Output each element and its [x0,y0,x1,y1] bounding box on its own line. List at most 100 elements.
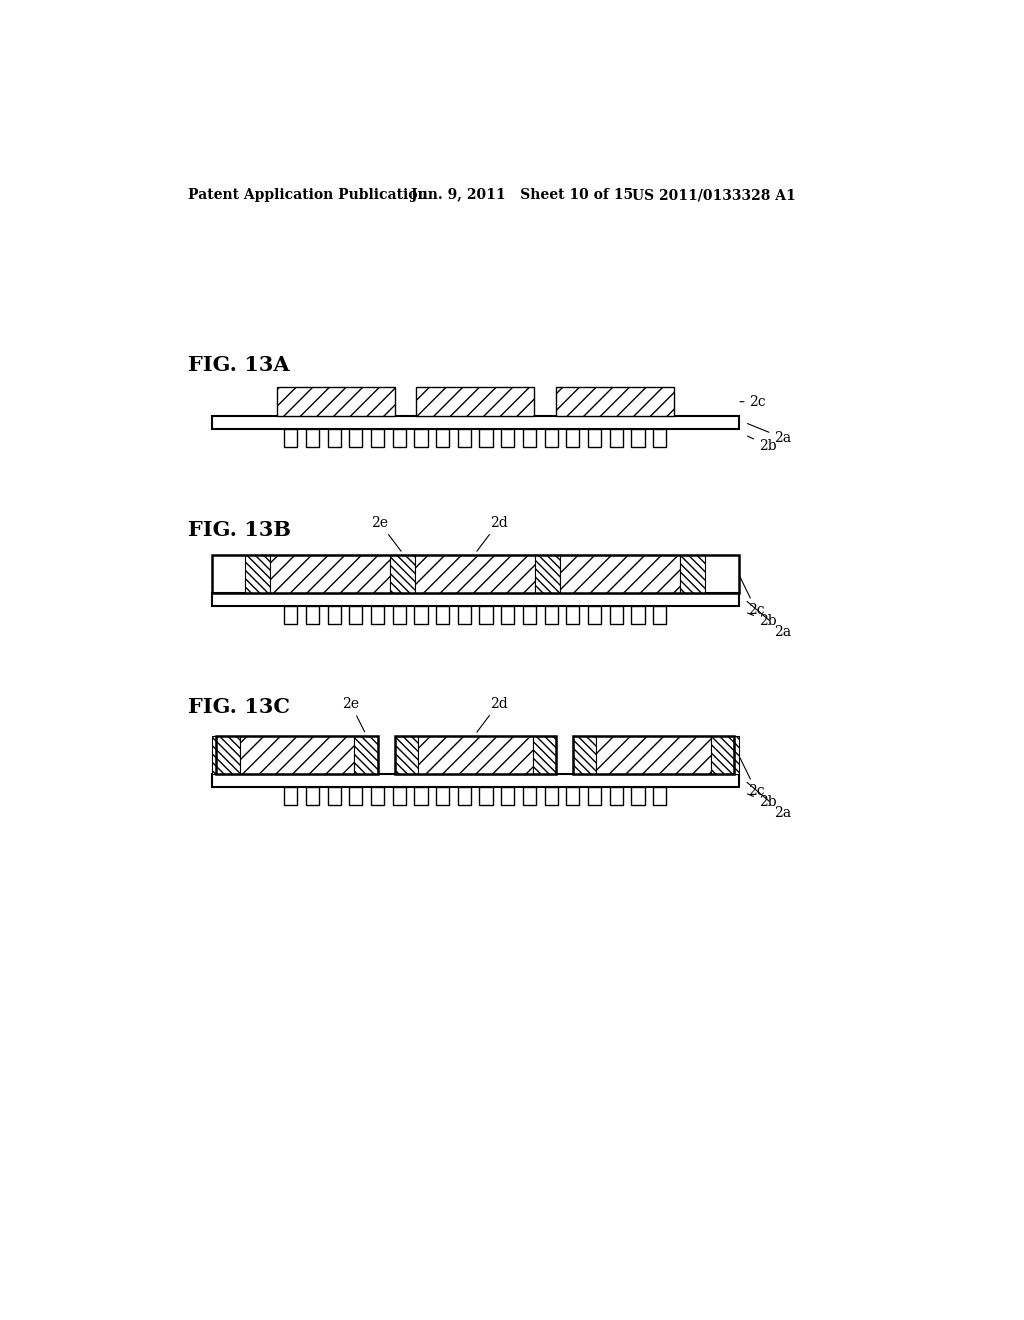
Bar [212,775,738,787]
Bar [306,606,319,624]
Bar [415,787,428,805]
Bar [285,787,297,805]
Bar [556,387,674,416]
Bar [501,429,514,447]
Bar [392,787,406,805]
Text: 2c: 2c [740,395,766,409]
Bar [354,737,378,775]
Bar [588,606,601,624]
Bar [609,429,623,447]
Bar [349,429,362,447]
Bar [734,737,738,775]
Bar [394,737,418,775]
Bar [349,787,362,805]
Bar [479,787,493,805]
Bar [415,429,428,447]
Bar [328,606,341,624]
Bar [545,429,558,447]
Bar [371,606,384,624]
Bar [306,787,319,805]
Text: 2e: 2e [342,697,365,731]
Bar [415,554,536,594]
Bar [328,429,341,447]
Bar [572,737,596,775]
Bar [458,787,471,805]
Text: FIG. 13A: FIG. 13A [188,355,290,375]
Bar [392,606,406,624]
Bar [216,737,378,775]
Bar [680,554,705,594]
Bar [436,606,450,624]
Bar [212,554,738,594]
Text: 2a: 2a [748,424,792,445]
Bar [212,737,216,775]
Bar [349,606,362,624]
Bar [523,606,536,624]
Bar [588,429,601,447]
Text: US 2011/0133328 A1: US 2011/0133328 A1 [632,189,796,202]
Bar [394,737,556,775]
Bar [436,787,450,805]
Bar [572,737,734,775]
Bar [545,787,558,805]
Text: FIG. 13B: FIG. 13B [188,520,292,540]
Bar [371,787,384,805]
Bar [212,416,738,429]
Bar [418,737,532,775]
Bar [240,737,354,775]
Bar [523,429,536,447]
Bar [588,787,601,805]
Text: 2c: 2c [740,577,765,618]
Text: 2b: 2b [748,612,776,628]
Text: 2b: 2b [748,793,776,809]
Bar [436,429,450,447]
Bar [479,429,493,447]
Bar [285,429,297,447]
Bar [632,606,644,624]
Bar [560,554,680,594]
Bar [417,387,535,416]
Text: 2b: 2b [748,436,776,453]
Text: FIG. 13C: FIG. 13C [188,697,291,717]
Bar [596,737,711,775]
Bar [711,737,734,775]
Text: Jun. 9, 2011   Sheet 10 of 15: Jun. 9, 2011 Sheet 10 of 15 [411,189,633,202]
Bar [501,787,514,805]
Text: 2a: 2a [748,602,792,639]
Bar [479,606,493,624]
Bar [390,554,415,594]
Bar [653,606,667,624]
Bar [392,429,406,447]
Bar [458,606,471,624]
Bar [501,606,514,624]
Bar [306,429,319,447]
Bar [609,606,623,624]
Bar [270,554,390,594]
Bar [566,606,580,624]
Bar [415,606,428,624]
Bar [458,429,471,447]
Bar [276,387,394,416]
Bar [216,737,240,775]
Bar [566,787,580,805]
Text: 2d: 2d [477,516,507,552]
Bar [536,554,560,594]
Bar [532,737,556,775]
Bar [545,606,558,624]
Bar [566,429,580,447]
Bar [523,787,536,805]
Bar [212,594,738,606]
Bar [653,429,667,447]
Text: Patent Application Publication: Patent Application Publication [188,189,428,202]
Text: 2e: 2e [371,516,401,552]
Bar [246,554,270,594]
Bar [632,429,644,447]
Text: 2a: 2a [748,783,792,820]
Bar [632,787,644,805]
Bar [285,606,297,624]
Text: 2d: 2d [477,697,507,733]
Bar [653,787,667,805]
Bar [371,429,384,447]
Bar [609,787,623,805]
Bar [328,787,341,805]
